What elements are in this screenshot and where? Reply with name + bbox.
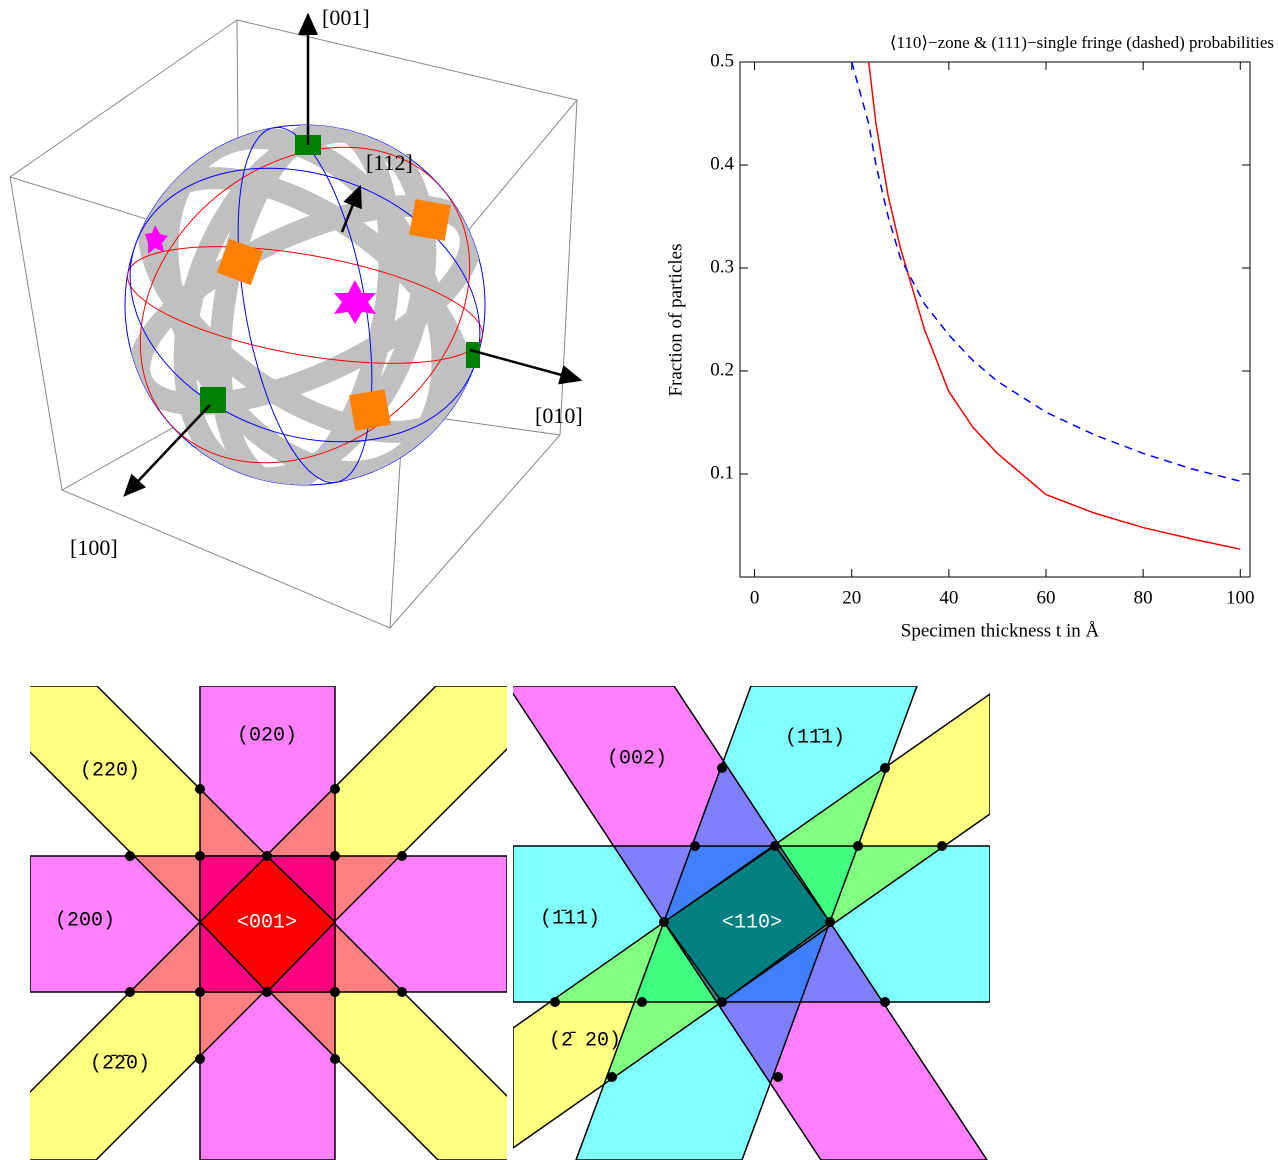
line-chart: ⟨110⟩−zone & (111)−single fringe (dashed… (665, 33, 1274, 641)
y-tick-label: 0.3 (710, 256, 734, 277)
band-label: (2̄ 20) (549, 1029, 621, 1052)
zone-label: <001> (237, 911, 297, 934)
x-tick-label: 100 (1226, 587, 1255, 608)
band-label: (002) (607, 747, 667, 770)
axis-label: [001] (322, 5, 370, 30)
axis-label: [112] (366, 150, 413, 175)
x-tick-label: 80 (1134, 587, 1153, 608)
band-label: (1̄11) (540, 907, 600, 930)
y-axis-label: Fraction of particles (665, 243, 686, 396)
chart-title: ⟨110⟩−zone & (111)−single fringe (dashed… (890, 33, 1274, 52)
y-tick-label: 0.5 (710, 50, 734, 71)
figure: [001] [112] [010] [100] (020) (220) (200… (0, 0, 1278, 1160)
band-label: (200) (55, 909, 115, 932)
band-label: (220) (80, 759, 140, 782)
axis-label: [100] (70, 535, 118, 560)
zone-label: <110> (722, 911, 782, 934)
y-tick-label: 0.2 (710, 359, 734, 380)
sphere-diagram: [001] [112] [010] [100] (10, 5, 583, 628)
band-label: (2̄2̄0) (90, 1052, 150, 1075)
band-label: (11̄1) (785, 726, 845, 749)
x-axis-label: Specimen thickness t in Å (901, 620, 1100, 641)
x-tick-label: 0 (750, 587, 760, 608)
y-tick-label: 0.4 (710, 153, 734, 174)
x-tick-label: 60 (1037, 587, 1056, 608)
zone-110-diagram: (002) (11̄1) (1̄11) (2̄ 20) <110> (508, 686, 990, 1160)
series-line (852, 62, 1241, 481)
x-tick-label: 20 (842, 587, 861, 608)
y-tick-label: 0.1 (710, 462, 734, 483)
series-line (869, 62, 1241, 549)
plot-frame (740, 62, 1250, 577)
band-label: (020) (237, 724, 297, 747)
axis-label: [010] (535, 403, 583, 428)
zone-001-diagram: (020) (220) (200) (2̄2̄0) <001> (0, 686, 571, 1160)
x-tick-label: 40 (939, 587, 958, 608)
